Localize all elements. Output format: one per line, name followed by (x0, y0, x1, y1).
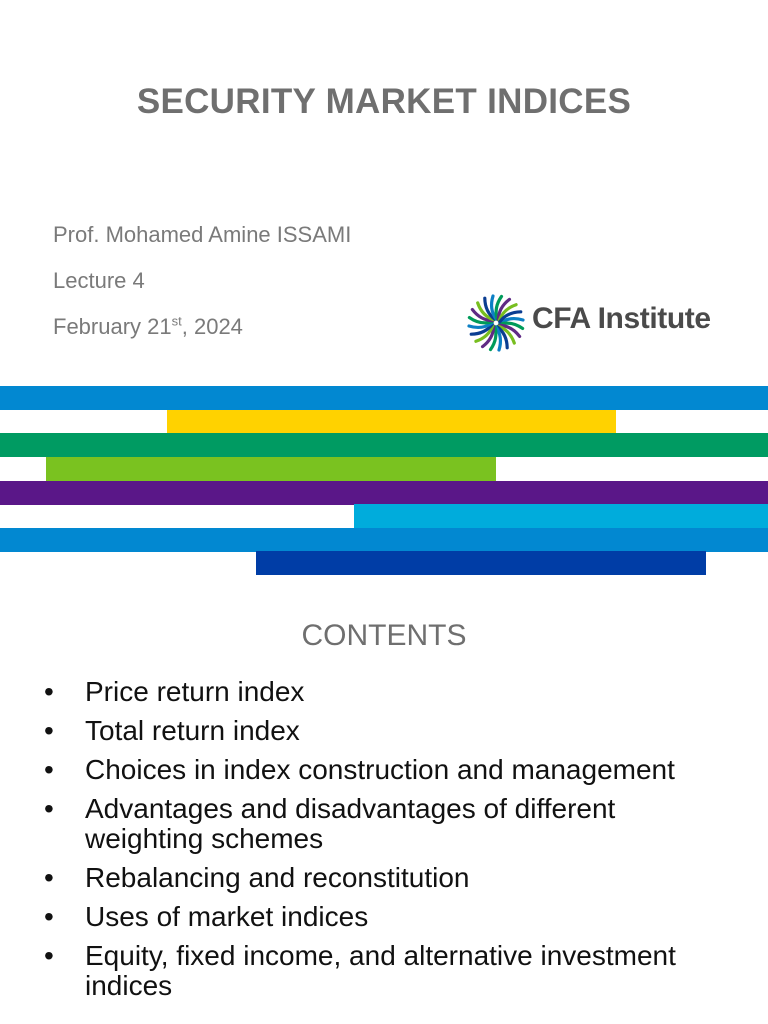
list-item: • Advantages and disadvantages of differe… (0, 794, 768, 854)
list-item-text: Choices in index construction and manage… (85, 754, 675, 785)
cfa-pinwheel-icon (467, 294, 525, 352)
pinwheel-petal (498, 321, 525, 331)
pinwheel-petal (480, 324, 496, 349)
stripe-8 (256, 551, 706, 575)
list-item-text: Uses of market indices (85, 901, 369, 932)
pinwheel-petal (494, 325, 503, 352)
pinwheel-petal (489, 294, 498, 321)
date-year: , 2024 (181, 314, 243, 339)
pinwheel-petal (467, 315, 494, 325)
decorative-stripes (0, 386, 768, 576)
contents-heading: CONTENTS (301, 619, 467, 652)
pinwheel-petal (495, 325, 509, 350)
list-item: • Rebalancing and reconstitution (0, 863, 768, 893)
pinwheel-petal (494, 294, 504, 321)
list-item: • Choices in index construction and manag… (0, 755, 768, 785)
pinwheel-petal (470, 307, 495, 323)
date-prefix: February 21 (53, 314, 172, 339)
stripe-3 (0, 433, 768, 457)
list-item-text: Equity, fixed income, and alternative in… (85, 940, 676, 1001)
list-item: • Total return index (0, 716, 768, 746)
pinwheel-petal (497, 303, 518, 323)
pinwheel-petal (474, 323, 495, 343)
stripe-6 (354, 504, 768, 528)
contents-list: • Price return index • Total return index … (0, 677, 768, 1010)
stripe-5 (0, 481, 768, 505)
author-name: Prof. Mohamed Amine ISSAMI (53, 222, 352, 247)
date-suffix: st (171, 313, 182, 329)
pinwheel-petal (496, 324, 516, 345)
pinwheel-petal (467, 321, 494, 330)
stripe-4 (46, 457, 496, 481)
stripe-2 (167, 410, 616, 434)
list-item: • Price return index (0, 677, 768, 707)
list-item-text: Total return index (85, 715, 300, 746)
list-item-text: Advantages and disadvantages of differen… (85, 793, 616, 854)
bullet-icon: • (44, 676, 54, 707)
list-item-text: Rebalancing and reconstitution (85, 862, 470, 893)
stripe-1 (0, 386, 768, 410)
pinwheel-petal (488, 325, 498, 352)
list-item-text: Price return index (85, 676, 305, 707)
lecture-date: February 21st, 2024 (53, 314, 243, 340)
bullet-icon: • (44, 793, 54, 824)
pinwheel-petal (498, 316, 525, 325)
bullet-icon: • (44, 754, 54, 785)
slide-title: SECURITY MARKET INDICES (136, 82, 632, 121)
pinwheel-petal (483, 296, 497, 321)
logo-text: CFA Institute (532, 302, 711, 335)
list-item: • Equity, fixed income, and alternative i… (0, 941, 768, 1001)
lecture-number: Lecture 4 (53, 268, 145, 293)
bullet-icon: • (44, 901, 54, 932)
pinwheel-petal (497, 323, 522, 339)
cfa-institute-logo: CFA Institute (466, 293, 736, 353)
bullet-icon: • (44, 940, 54, 971)
bullet-icon: • (44, 862, 54, 893)
list-item: • Uses of market indices (0, 902, 768, 932)
stripe-7 (0, 528, 768, 552)
pinwheel-petal (496, 297, 512, 322)
bullet-icon: • (44, 715, 54, 746)
pinwheel-petal (469, 322, 494, 336)
pinwheel-petal (476, 301, 496, 322)
pinwheel-petal (498, 310, 523, 324)
